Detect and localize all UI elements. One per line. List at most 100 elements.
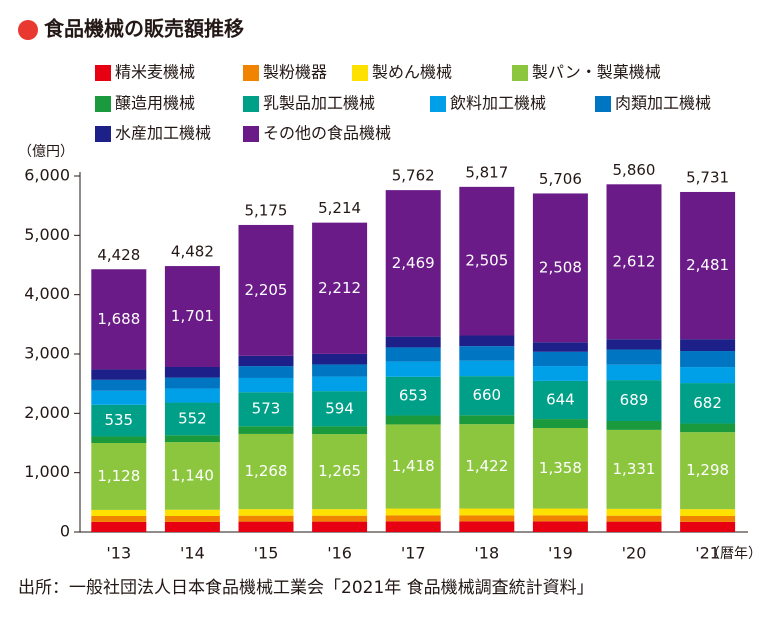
legend-swatch: [95, 96, 111, 112]
legend-label: 製パン・製菓機械: [532, 63, 661, 82]
data-label: 1,331: [613, 460, 656, 478]
bar-segment: [532, 366, 588, 381]
bar-segment: [91, 436, 147, 443]
y-tick-label: 1,000: [24, 462, 70, 481]
bar-segment: [91, 509, 147, 516]
bar-segment: [312, 353, 368, 365]
bar-segment: [238, 515, 294, 522]
bar-segment: [606, 420, 662, 430]
legend-label: 飲料加工機械: [450, 94, 546, 113]
x-tick-label: '19: [548, 544, 573, 563]
bar-segment: [385, 424, 441, 509]
total-label: 5,817: [465, 163, 508, 181]
bar-segment: [459, 521, 515, 532]
data-label: 2,508: [539, 258, 582, 276]
source: 出所：一般社団法人日本食品機械工業会「2021年 食品機械調査統計資料」: [18, 578, 594, 598]
bar-segment: [238, 366, 294, 378]
bar-segment: [459, 335, 515, 347]
legend-label: 水産加工機械: [115, 124, 211, 143]
data-label: 1,265: [318, 462, 361, 480]
bar-segment: [680, 515, 736, 522]
bar-segment: [312, 515, 368, 522]
bar-segment: [385, 361, 441, 377]
legend-label: 製粉機器: [263, 63, 327, 82]
bar-segment: [385, 515, 441, 522]
bar-segment: [164, 366, 220, 378]
bar-segment: [459, 508, 515, 516]
data-label: 552: [178, 409, 207, 427]
x-tick-label: '18: [474, 544, 499, 563]
bar-segment: [532, 380, 588, 420]
bar-segment: [91, 404, 147, 437]
data-label: 1,268: [245, 462, 288, 480]
data-label: 535: [104, 411, 133, 429]
bar-segment: [459, 346, 515, 361]
legend-swatch: [95, 126, 111, 142]
title-bullet: [18, 20, 38, 40]
bar-segment: [680, 521, 736, 532]
data-label: 2,205: [245, 281, 288, 299]
bar-segment: [164, 521, 220, 532]
bar-segment: [532, 193, 588, 343]
total-label: 5,214: [318, 199, 361, 217]
bar-segment: [312, 376, 368, 392]
bar-segment: [312, 364, 368, 377]
data-label: 1,422: [465, 457, 508, 475]
data-label: 2,612: [613, 252, 656, 270]
bar-segment: [680, 383, 736, 424]
data-label: 594: [325, 399, 354, 417]
bar-segment: [459, 515, 515, 522]
bar-segment: [385, 508, 441, 516]
total-label: 5,706: [539, 170, 582, 188]
bar-segment: [606, 339, 662, 350]
bar-segment: [385, 336, 441, 348]
bar-segment: [91, 521, 147, 532]
bar-segment: [532, 351, 588, 367]
bar-segment: [606, 349, 662, 365]
total-label: 5,860: [613, 161, 656, 179]
bar-segment: [459, 376, 515, 416]
bar-segment: [164, 377, 220, 389]
bar-segment: [680, 339, 736, 352]
bar-segment: [164, 435, 220, 443]
bar-segment: [312, 509, 368, 516]
legend-label: 精米麦機械: [115, 63, 195, 82]
bar-segment: [91, 269, 147, 370]
data-label: 1,701: [171, 307, 214, 325]
x-unit: （暦年）: [706, 546, 762, 562]
bar-segment: [606, 508, 662, 516]
legend-swatch: [243, 126, 259, 142]
bar-segment: [385, 521, 441, 532]
bar-segment: [164, 509, 220, 516]
bar-segment: [680, 423, 736, 433]
bar-segment: [238, 392, 294, 427]
legend-label: 肉類加工機械: [615, 94, 711, 113]
data-label: 682: [693, 394, 722, 412]
bar-segment: [532, 521, 588, 532]
data-label: 2,481: [686, 256, 729, 274]
legend-swatch: [352, 65, 368, 81]
data-label: 1,298: [686, 461, 729, 479]
bar-segment: [312, 521, 368, 532]
legend-swatch: [243, 96, 259, 112]
bar-segment: [238, 433, 294, 510]
bar-segment: [91, 379, 147, 391]
legend-swatch: [95, 65, 111, 81]
bar-segment: [385, 415, 441, 425]
bar-segment: [459, 424, 515, 509]
total-label: 5,175: [245, 201, 288, 219]
bar-segment: [680, 432, 736, 510]
bar-segment: [606, 380, 662, 421]
data-label: 573: [252, 400, 281, 418]
legend-label: 醸造用機械: [115, 94, 195, 113]
bar-segment: [312, 434, 368, 510]
y-tick-label: 2,000: [24, 403, 70, 422]
data-label: 1,418: [392, 457, 435, 475]
bar-segment: [532, 342, 588, 352]
legend-swatch: [512, 65, 528, 81]
bar-segment: [606, 521, 662, 532]
bar-segment: [91, 390, 147, 405]
total-label: 4,482: [171, 243, 214, 261]
data-label: 660: [472, 386, 501, 404]
